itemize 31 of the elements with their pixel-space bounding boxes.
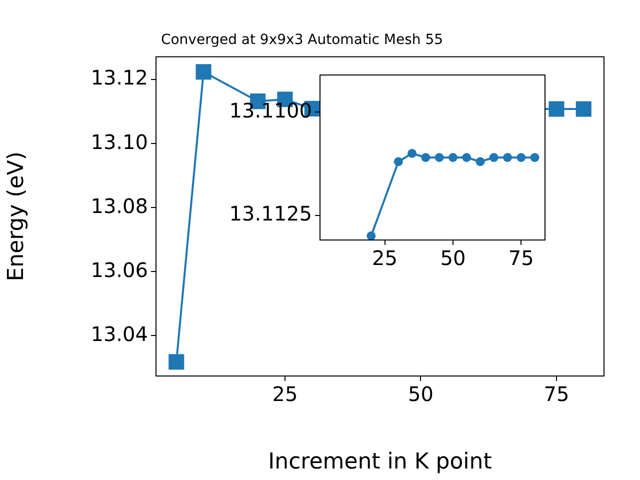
point: [421, 153, 430, 162]
point: [448, 153, 458, 162]
point: [434, 153, 444, 162]
point: [503, 153, 512, 162]
point: [489, 153, 498, 162]
x-tick-label: 50: [408, 382, 434, 406]
point: [408, 148, 417, 158]
point: [516, 153, 526, 162]
x-tick-label: 75: [508, 246, 534, 270]
x-axis-title: Increment in K point: [268, 450, 492, 475]
y-tick-label: 13.1125: [229, 201, 312, 226]
point: [576, 101, 592, 117]
point: [462, 153, 472, 162]
x-tick-label: 25: [372, 246, 398, 270]
y-tick-label: 13.10: [90, 130, 148, 154]
point: [168, 354, 184, 370]
point: [476, 157, 485, 166]
x-tick-label: 75: [544, 382, 570, 406]
y-tick-label: 13.04: [90, 322, 148, 346]
point: [394, 157, 403, 166]
point: [548, 101, 564, 117]
point: [196, 64, 212, 80]
y-axis-title: Energy (eV): [4, 152, 29, 282]
x-tick-label: 50: [440, 246, 466, 270]
y-tick-label: 13.06: [90, 258, 148, 282]
point: [530, 153, 540, 162]
y-tick-label: 13.08: [90, 194, 148, 218]
chart-title: Converged at 9x9x3 Automatic Mesh 55: [160, 32, 444, 48]
x-tick-label: 25: [272, 382, 298, 406]
point: [366, 231, 376, 240]
y-tick-label: 13.12: [90, 66, 148, 90]
